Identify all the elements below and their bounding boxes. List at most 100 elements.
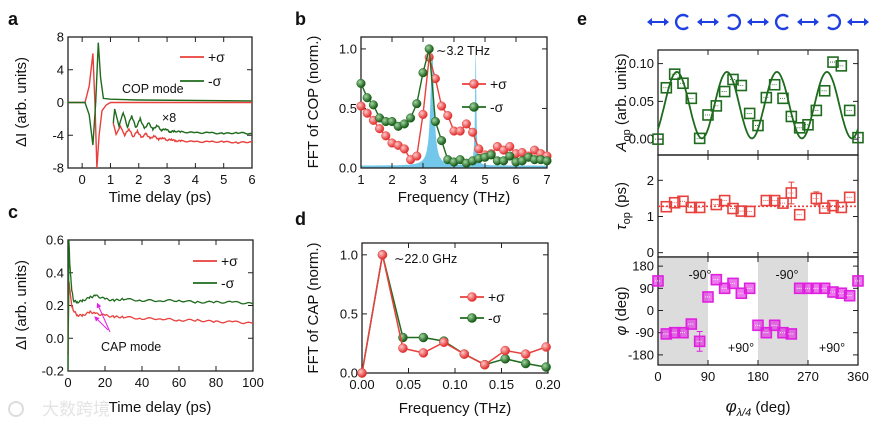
data-point (760, 194, 773, 207)
trace-3 (112, 108, 253, 135)
x-axis-label: Time delay (ps) (109, 189, 212, 206)
y-tick-label: -90 (635, 325, 654, 340)
data-point (843, 191, 856, 204)
data-point (399, 144, 409, 154)
data-point (793, 208, 806, 221)
y-tick-label: 1 (647, 209, 654, 224)
y-tick-label: 0.2 (46, 298, 64, 313)
y-tick-label: -180 (628, 347, 654, 362)
annotation: CAP mode (101, 340, 161, 354)
data-point (693, 132, 706, 145)
data-point (818, 84, 831, 97)
data-point (387, 117, 397, 127)
annotation: ×8 (162, 111, 176, 125)
panel-letter-b: b (295, 9, 306, 29)
data-point (486, 150, 496, 160)
data-point (843, 104, 856, 117)
panel-letter-c: c (8, 202, 18, 222)
data-point (437, 101, 447, 111)
data-point (785, 110, 798, 123)
data-point (500, 345, 510, 356)
data-point (710, 100, 723, 112)
y-tick-label: 0.4 (46, 265, 64, 280)
linear-polarization-icon (847, 18, 869, 26)
data-point (412, 99, 422, 109)
data-point (818, 202, 831, 214)
x-tick-label: 3 (163, 172, 170, 187)
data-point (439, 337, 449, 348)
linear-polarization-icon (747, 18, 769, 26)
panel-letter-d: d (295, 209, 306, 229)
x-axis-label: Frequency (THz) (398, 189, 511, 206)
annotation: COP mode (122, 82, 184, 96)
x-tick-label: 0 (654, 369, 661, 384)
legend-label: -σ (488, 310, 502, 326)
legend-label: -σ (221, 275, 235, 291)
legend-label: +σ (488, 289, 505, 305)
y-axis-label: ΔI (arb. units) (13, 260, 30, 350)
legend-label: +σ (490, 76, 507, 92)
data-point (852, 131, 864, 144)
trace-0 (68, 53, 252, 169)
y-axis-label: FFT of CAP (norm.) (305, 242, 322, 373)
arrow (94, 316, 109, 331)
data-point (406, 113, 416, 123)
trace-1 (67, 239, 254, 372)
y-tick-label: 2 (647, 173, 654, 188)
y-label-symbol: φ (613, 325, 630, 335)
circular-left-polarization-icon (727, 13, 742, 31)
data-point (793, 122, 806, 134)
y-axis-label: FFT of COP (norm.) (305, 36, 322, 169)
x-tick-label: 40 (135, 375, 149, 390)
data-point (660, 200, 673, 213)
y-tick-label: 0.0 (339, 161, 357, 176)
x-tick-label: 2 (388, 172, 395, 187)
trace-0 (67, 280, 254, 355)
y-tick-label: 90 (640, 281, 654, 296)
data-point (499, 156, 509, 166)
legend-label: +σ (221, 253, 238, 269)
linear-polarization-icon (697, 18, 719, 26)
data-point (827, 199, 839, 212)
y-tick-label: 0.10 (629, 56, 654, 71)
fit-curve (657, 70, 859, 140)
data-point (541, 362, 551, 372)
x-tick-label: 20 (98, 375, 112, 390)
panel-letter-a: a (8, 9, 19, 29)
data-point (356, 101, 366, 111)
data-point (735, 79, 748, 92)
data-point (835, 201, 848, 214)
trace-1 (68, 42, 253, 146)
data-point (418, 332, 429, 343)
y-tick-label: 0.5 (339, 101, 357, 116)
x-tick-label: 90 (701, 369, 715, 384)
data-point (356, 78, 366, 88)
y-label-unit: (arb. units) (613, 53, 630, 129)
data-point (468, 127, 478, 137)
watermark-logo (8, 401, 24, 417)
x-tick-label: 3 (419, 172, 426, 187)
x-tick-label: 0.00 (349, 377, 374, 392)
data-point (412, 151, 422, 161)
data-point (424, 44, 434, 54)
y-tick-label: -0.2 (42, 364, 64, 379)
y-tick-label: 1.0 (340, 247, 358, 262)
data-point (505, 151, 515, 161)
y-tick-label: 0 (647, 303, 654, 318)
data-point (437, 136, 447, 146)
data-point (375, 124, 385, 134)
series-line-1 (361, 254, 547, 374)
data-point (718, 85, 731, 98)
y-tick-label: 1.0 (339, 41, 357, 56)
y-tick-label: 0.0 (46, 331, 64, 346)
linear-polarization-icon (797, 18, 819, 26)
data-point (677, 195, 689, 208)
data-point (685, 201, 698, 214)
y-label-unit: (ps) (613, 182, 630, 212)
x-tick-label: 6 (512, 172, 519, 187)
legend-label: -σ (208, 73, 222, 89)
legend-marker (467, 292, 477, 302)
region-label: +90° (819, 341, 845, 355)
circular-right-polarization-icon (774, 13, 789, 31)
data-point (455, 126, 465, 136)
